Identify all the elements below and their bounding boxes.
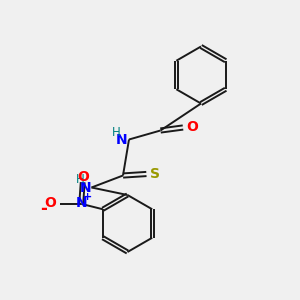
Text: H: H [112,125,121,139]
Text: O: O [187,120,199,134]
Text: N: N [80,181,92,194]
Text: S: S [150,167,160,181]
Text: +: + [83,192,92,202]
Text: H: H [76,172,85,186]
Text: N: N [116,133,127,146]
Text: O: O [44,196,56,210]
Text: -: - [40,200,47,218]
Text: N: N [75,196,87,210]
Text: O: O [77,170,89,184]
